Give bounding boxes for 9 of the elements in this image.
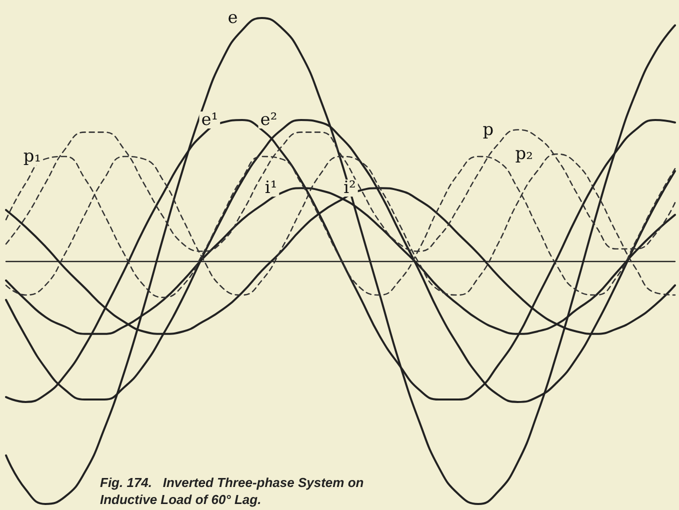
series-label: p	[482, 120, 494, 140]
series-label: e²	[260, 110, 278, 130]
series-label: p₁	[23, 146, 42, 167]
series-label: i²	[344, 178, 356, 198]
series-label: i¹	[264, 178, 278, 198]
series-label: p₂	[515, 144, 533, 164]
series-label: e	[228, 8, 238, 28]
text: Fig. 174. Inverted Three-phase System on Inductive Load of 60° Lag.	[100, 475, 368, 507]
series-label: e¹	[201, 110, 218, 130]
